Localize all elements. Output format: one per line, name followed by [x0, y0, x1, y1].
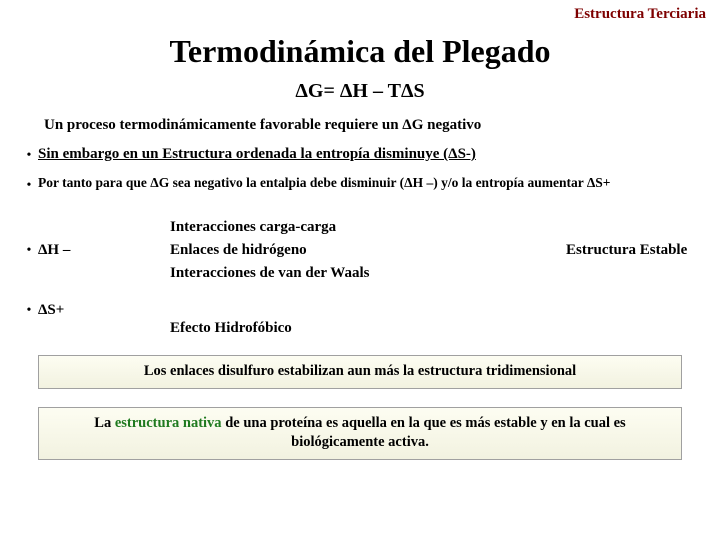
enthalpy-interactions-block: • ΔH – Interacciones carga-carga Enlaces… [20, 213, 700, 288]
section-header: Estructura Terciaria [0, 0, 720, 23]
gibbs-equation: ΔG= ΔH – TΔS [0, 80, 720, 103]
box2-pre: La [94, 415, 115, 431]
disulfide-box: Los enlaces disulfuro estabilizan aun má… [38, 355, 682, 389]
bullet-enthalpy-text: Por tanto para que ΔG sea negativo la en… [38, 174, 700, 192]
favorable-process-text: Un proceso termodinámicamente favorable … [44, 117, 720, 134]
bullet-dot-icon: • [20, 144, 38, 166]
entropy-block: • ΔS+ Efecto Hidrofóbico [20, 302, 700, 337]
delta-h-label: ΔH – [38, 242, 70, 259]
page-title: Termodinámica del Plegado [0, 33, 720, 70]
bullet-dot-icon: • [20, 303, 38, 319]
box2-post: de una proteína es aquella en la que es … [222, 415, 626, 451]
bullet-dot-icon: • [20, 174, 38, 196]
stable-structure-label: Estructura Estable [560, 242, 700, 259]
bullet-enthalpy-condition: • Por tanto para que ΔG sea negativo la … [20, 174, 700, 196]
bullet-entropy-text: Sin embargo en un Estructura ordenada la… [38, 144, 700, 164]
box2-green-term: estructura nativa [115, 415, 222, 431]
bullet-dot-icon: • [20, 243, 38, 259]
delta-s-label: ΔS+ [38, 302, 64, 319]
interaction-list: Interacciones carga-carga Enlaces de hid… [170, 213, 560, 288]
hydrophobic-effect-label: Efecto Hidrofóbico [170, 320, 292, 337]
ds-column: • ΔS+ [20, 302, 170, 319]
interaction-charge: Interacciones carga-carga [170, 219, 560, 236]
interaction-hbond: Enlaces de hidrógeno [170, 242, 560, 259]
interaction-vdw: Interacciones de van der Waals [170, 265, 560, 282]
native-structure-box: La estructura nativa de una proteína es … [38, 407, 682, 460]
dh-column: • ΔH – [20, 242, 170, 259]
bullet-entropy-decrease: • Sin embargo en un Estructura ordenada … [20, 144, 700, 166]
